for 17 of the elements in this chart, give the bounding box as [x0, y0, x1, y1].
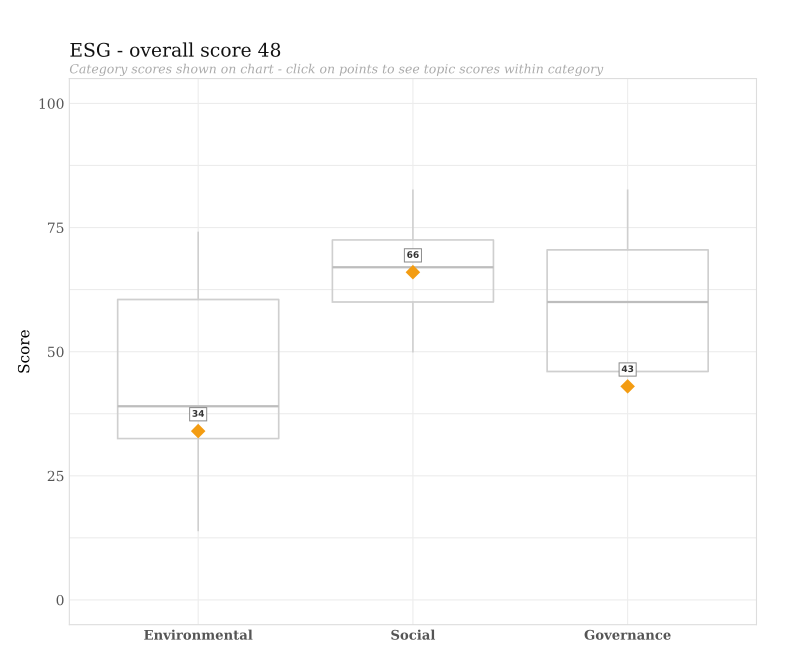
data-label: 34 — [192, 410, 204, 417]
y-tick-label: 100 — [40, 98, 64, 109]
x-tick-label: Social — [391, 630, 436, 640]
data-label: 66 — [407, 251, 419, 258]
point — [620, 379, 635, 394]
y-tick-label: 50 — [48, 346, 64, 358]
chart-title: ESG - overall score 48 — [70, 42, 280, 57]
chart-subtitle: Category scores shown on chart - click on points to see topic scores within category — [70, 64, 604, 76]
y-axis-title: Score — [18, 330, 30, 373]
y-tick-label: 0 — [56, 594, 64, 606]
y-tick-label: 75 — [48, 222, 64, 234]
y-tick-label: 25 — [48, 470, 64, 482]
data-label: 43 — [622, 365, 634, 372]
point — [190, 424, 206, 438]
x-tick-label: Governance — [584, 630, 671, 640]
x-tick-label: Environmental — [144, 630, 252, 640]
point — [406, 264, 420, 280]
